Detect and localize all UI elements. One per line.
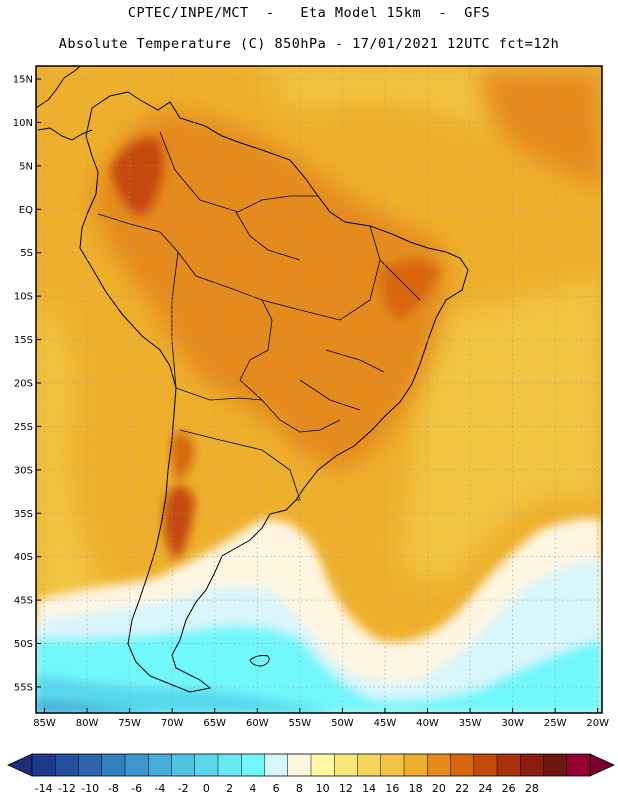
colorbar-label: -2 <box>178 782 189 795</box>
falkland-islands <box>249 655 270 667</box>
lat-label: EQ <box>19 205 33 216</box>
lon-label: 75W <box>118 718 141 729</box>
title-line-1: CPTEC/INPE/MCT - Eta Model 15km - GFS <box>127 5 491 21</box>
colorbar-swatch <box>357 754 382 776</box>
colorbar-swatch <box>497 754 521 776</box>
lon-label: 60W <box>246 718 269 729</box>
colorbar-swatch <box>78 754 103 776</box>
colorbar-label: 10 <box>316 782 330 795</box>
colorbar-label: 16 <box>385 782 399 795</box>
colorbar-swatch <box>404 754 428 776</box>
colorbar-swatch <box>218 754 242 776</box>
colorbar-swatch <box>566 754 591 776</box>
colorbar-label: 24 <box>478 782 492 795</box>
colorbar-over-arrow <box>589 753 615 777</box>
lat-label: 20S <box>14 378 33 389</box>
lon-label: 40W <box>416 718 439 729</box>
lon-label: 25W <box>544 718 567 729</box>
temperature-field <box>36 66 602 713</box>
colorbar-swatch <box>380 754 405 776</box>
colorbar-swatch <box>148 754 172 776</box>
lat-label: 5N <box>19 161 33 172</box>
colorbar-swatch <box>241 754 265 776</box>
lat-label: 15N <box>13 75 33 86</box>
colorbar <box>7 753 615 777</box>
colorbar-labels: -14 -12 -10 -8 -6 -4 -2 0 2 4 6 8 10 12 14 16 18 20 22 24 26… <box>35 782 539 795</box>
colorbar-label: 8 <box>296 782 303 795</box>
colorbar-label: -8 <box>108 782 119 795</box>
colorbar-label: -14 <box>35 782 53 795</box>
title-line-2: Absolute Temperature (C) 850hPa - 17/01/… <box>58 36 560 52</box>
longitude-labels: 85W 80W 75W 70W 65W 60W 55W 50W 45W 40W 35W 30W 25W 2… <box>33 718 609 729</box>
lon-label: 30W <box>501 718 524 729</box>
lat-label: 5S <box>20 248 33 259</box>
colorbar-swatch <box>311 754 335 776</box>
colorbar-label: 2 <box>226 782 233 795</box>
lon-label: 55W <box>289 718 312 729</box>
colorbar-swatch <box>264 754 289 776</box>
lon-label: 80W <box>76 718 99 729</box>
colorbar-label: 28 <box>525 782 539 795</box>
colorbar-label: 14 <box>362 782 376 795</box>
colorbar-label: 12 <box>339 782 353 795</box>
colorbar-swatch <box>194 754 219 776</box>
colorbar-swatch <box>171 754 196 776</box>
colorbar-under-arrow <box>7 753 33 777</box>
country-borders <box>97 131 421 501</box>
lat-label: 10S <box>14 292 33 303</box>
lon-label: 65W <box>203 718 226 729</box>
colorbar-label: 6 <box>273 782 280 795</box>
colorbar-swatch <box>473 754 498 776</box>
colorbar-swatch <box>543 754 568 776</box>
lat-label: 45S <box>14 596 33 607</box>
colorbar-swatch <box>101 754 126 776</box>
colorbar-label: 26 <box>502 782 516 795</box>
colorbar-swatch <box>287 754 312 776</box>
central-america-coast <box>36 66 93 141</box>
lon-label: 45W <box>374 718 397 729</box>
colorbar-label: 18 <box>409 782 423 795</box>
lon-label: 70W <box>161 718 184 729</box>
colorbar-label: 4 <box>249 782 256 795</box>
lat-label: 50S <box>14 639 33 650</box>
colorbar-label: -12 <box>58 782 76 795</box>
lat-label: 15S <box>14 335 33 346</box>
colorbar-label: -6 <box>131 782 142 795</box>
latitude-labels: 15N 10N 5N EQ 5S 10S 15S 20S 25S 30S 35S 40S 45S 50S 5… <box>13 75 33 694</box>
lat-lon-grid <box>36 66 602 713</box>
colorbar-label: -4 <box>154 782 165 795</box>
colorbar-label: 20 <box>432 782 446 795</box>
lat-label: 25S <box>14 422 33 433</box>
lat-label: 35S <box>14 509 33 520</box>
lon-label: 35W <box>459 718 482 729</box>
colorbar-swatch <box>427 754 451 776</box>
colorbar-swatch <box>55 754 79 776</box>
lon-label: 20W <box>586 718 609 729</box>
colorbar-swatch <box>520 754 544 776</box>
colorbar-swatch <box>450 754 475 776</box>
lat-label: 30S <box>14 465 33 476</box>
colorbar-swatch <box>334 754 358 776</box>
lat-label: 10N <box>13 118 33 129</box>
map-frame <box>35 65 603 714</box>
colorbar-label: 0 <box>203 782 210 795</box>
colorbar-swatch <box>125 754 149 776</box>
colorbar-label: 22 <box>455 782 469 795</box>
colorbar-swatch <box>32 754 56 776</box>
lat-label: 40S <box>14 552 33 563</box>
lon-label: 50W <box>331 718 354 729</box>
colorbar-label: -10 <box>81 782 99 795</box>
lon-label: 85W <box>33 718 56 729</box>
lat-label: 55S <box>14 682 33 693</box>
